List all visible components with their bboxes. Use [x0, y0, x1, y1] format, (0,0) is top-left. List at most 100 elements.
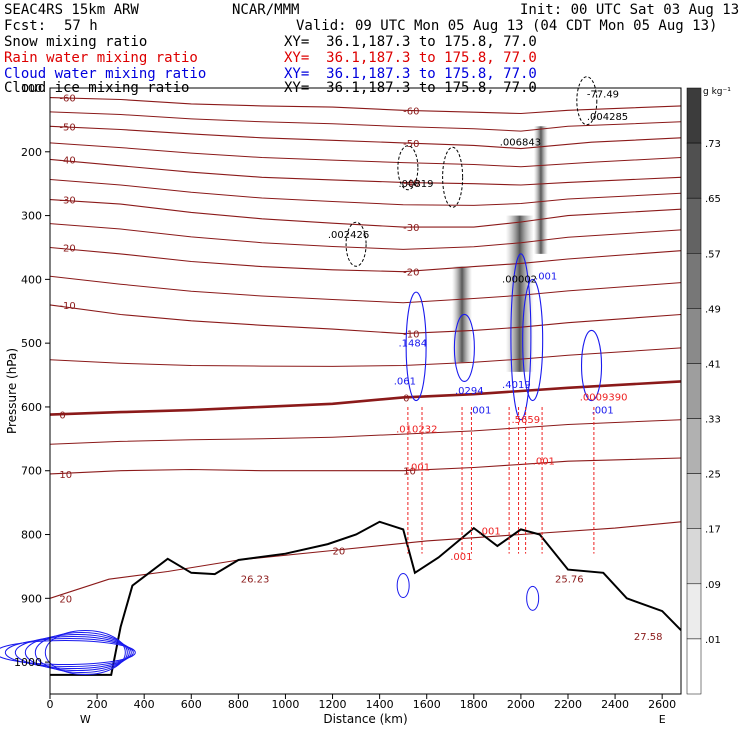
- cloud-label: .001: [535, 271, 557, 282]
- isotherm-label: 0: [403, 393, 409, 404]
- field-ice-xy: XY= 36.1,187.3 to 175.8, 77.0: [284, 80, 537, 96]
- colorbar-swatch: [686, 253, 702, 309]
- cloud-contour: [405, 291, 427, 402]
- x-tick-label: 1000: [271, 698, 299, 711]
- cloud-label: .0294: [455, 386, 484, 397]
- isotherm-label: 10: [59, 470, 72, 481]
- isotherm-line: [49, 457, 682, 475]
- precip-contours: .010232 .001 .001 .001 .001 .5659 .0009390 .148…: [0, 76, 663, 676]
- rain-label: .5659: [511, 415, 540, 426]
- colorbar-label: .57: [705, 249, 721, 260]
- cloud-contour: [522, 278, 544, 402]
- cloud-contour: [526, 585, 540, 611]
- isotherm-line: [49, 199, 682, 228]
- y-tick-label: 900: [21, 592, 42, 605]
- snow-shading: [452, 126, 548, 372]
- y-tick-label: 700: [21, 465, 42, 478]
- cloud-contour: [4, 638, 134, 668]
- x-tick-label: 0: [47, 698, 54, 711]
- rain-label: .0009390: [580, 393, 628, 404]
- isotherm-label: 20: [333, 546, 346, 557]
- colorbar-swatch: [686, 363, 702, 419]
- temperature-isotherms: -60 -60 -50 -50 -40 -40 -30 -30 -20 -20 -10 -10 0 0 10…: [49, 94, 682, 605]
- field-snow-name: Snow mixing ratio: [4, 34, 148, 50]
- x-tick-label: 800: [228, 698, 249, 711]
- isotherm-label: -50: [59, 122, 75, 133]
- colorbar-swatch: [686, 197, 702, 254]
- valid-time: Valid: 09 UTC Mon 05 Aug 13 (04 CDT Mon …: [296, 18, 718, 34]
- isotherm-line: [49, 142, 682, 168]
- isotherm-line: [49, 179, 682, 206]
- colorbar-swatch: [686, 638, 702, 695]
- snow-label: .006843: [500, 137, 541, 148]
- isotherm-label: -50: [403, 139, 419, 150]
- isotherm-line: [49, 158, 682, 186]
- ice-contour: [397, 145, 419, 191]
- cloud-label: .4019: [502, 380, 531, 391]
- isotherm-label: 20: [59, 594, 72, 605]
- x-tick-label: 2400: [601, 698, 629, 711]
- cloud-label: .001: [469, 405, 491, 416]
- colorbar-swatch: [686, 473, 702, 529]
- x-tick-label: 200: [87, 698, 108, 711]
- cloud-label: .061: [394, 377, 416, 388]
- field-ice-name: Cloud ice mixing ratio: [4, 80, 190, 96]
- isotherm-label: -30: [403, 223, 419, 234]
- field-rain-xy: XY= 36.1,187.3 to 175.8, 77.0: [284, 50, 537, 66]
- cloud-contour: [580, 329, 603, 402]
- ice-contour: [442, 146, 464, 208]
- colorbar: .73 .65 .57 .49 .41 .33 .25 .17 .09 .01 g kg⁻¹: [686, 87, 731, 695]
- rain-label: .001: [479, 527, 501, 538]
- cloud-label: .001: [592, 405, 614, 416]
- x-tick-label: 400: [134, 698, 155, 711]
- terrain-line: [50, 520, 682, 676]
- colorbar-swatch: [686, 418, 702, 474]
- terrain: [50, 520, 682, 676]
- isotherm-line: [49, 275, 682, 304]
- rain-label: .001: [450, 552, 472, 563]
- isotherm-line: [49, 111, 682, 132]
- y-tick-label: 1000: [14, 656, 42, 669]
- snow-label: .00819: [398, 179, 433, 190]
- cloud-contour: [14, 636, 132, 670]
- isotherm-label: -10: [59, 301, 75, 312]
- fcst-label: Fcst:: [4, 18, 47, 34]
- model-title: SEAC4RS 15km ARW: [4, 2, 139, 18]
- isotherm-line: [49, 304, 682, 335]
- colorbar-swatch: [686, 583, 702, 640]
- isotherm-label: -40: [403, 178, 419, 189]
- isotherm-label: -40: [59, 155, 75, 166]
- isotherm-label: 0: [59, 411, 65, 422]
- y-tick-label: 500: [21, 337, 42, 350]
- ice-contour: [576, 76, 598, 126]
- snow-column: [533, 126, 548, 254]
- cloud-contour: [34, 632, 128, 674]
- terrain-temp-label: 26.23: [241, 574, 270, 585]
- cloud-contour: [396, 573, 410, 599]
- isotherm-label: -30: [59, 196, 75, 207]
- isotherm-label: 10: [403, 467, 416, 478]
- isotherm-label: -60: [403, 106, 419, 117]
- isotherm-label: -20: [59, 243, 75, 254]
- isotherm-line: [49, 380, 682, 416]
- fcst-value: 57 h: [64, 18, 98, 34]
- colorbar-label: .25: [705, 470, 721, 481]
- cloud-contour: [0, 640, 136, 666]
- x-tick-label: 2200: [554, 698, 582, 711]
- west-label: W: [80, 713, 91, 726]
- isotherm-line: [49, 419, 682, 445]
- colorbar-unit: g kg⁻¹: [703, 87, 731, 97]
- cloud-contour: [510, 253, 532, 421]
- cloud-contour: [24, 634, 130, 672]
- colorbar-label: .65: [705, 194, 721, 205]
- isotherm-line: [49, 521, 682, 599]
- field-snow-xy: XY= 36.1,187.3 to 175.8, 77.0: [284, 34, 537, 50]
- field-cloud-xy: XY= 36.1,187.3 to 175.8, 77.0: [284, 66, 537, 82]
- cloud-label: .1484: [398, 338, 427, 349]
- x-tick-label: 1600: [413, 698, 441, 711]
- field-cloud-name: Cloud water mixing ratio: [4, 66, 207, 82]
- rain-label: .001: [408, 463, 430, 474]
- colorbar-label: .01: [705, 635, 721, 646]
- cloud-contour: [453, 313, 475, 382]
- colorbar-label: .09: [705, 580, 721, 591]
